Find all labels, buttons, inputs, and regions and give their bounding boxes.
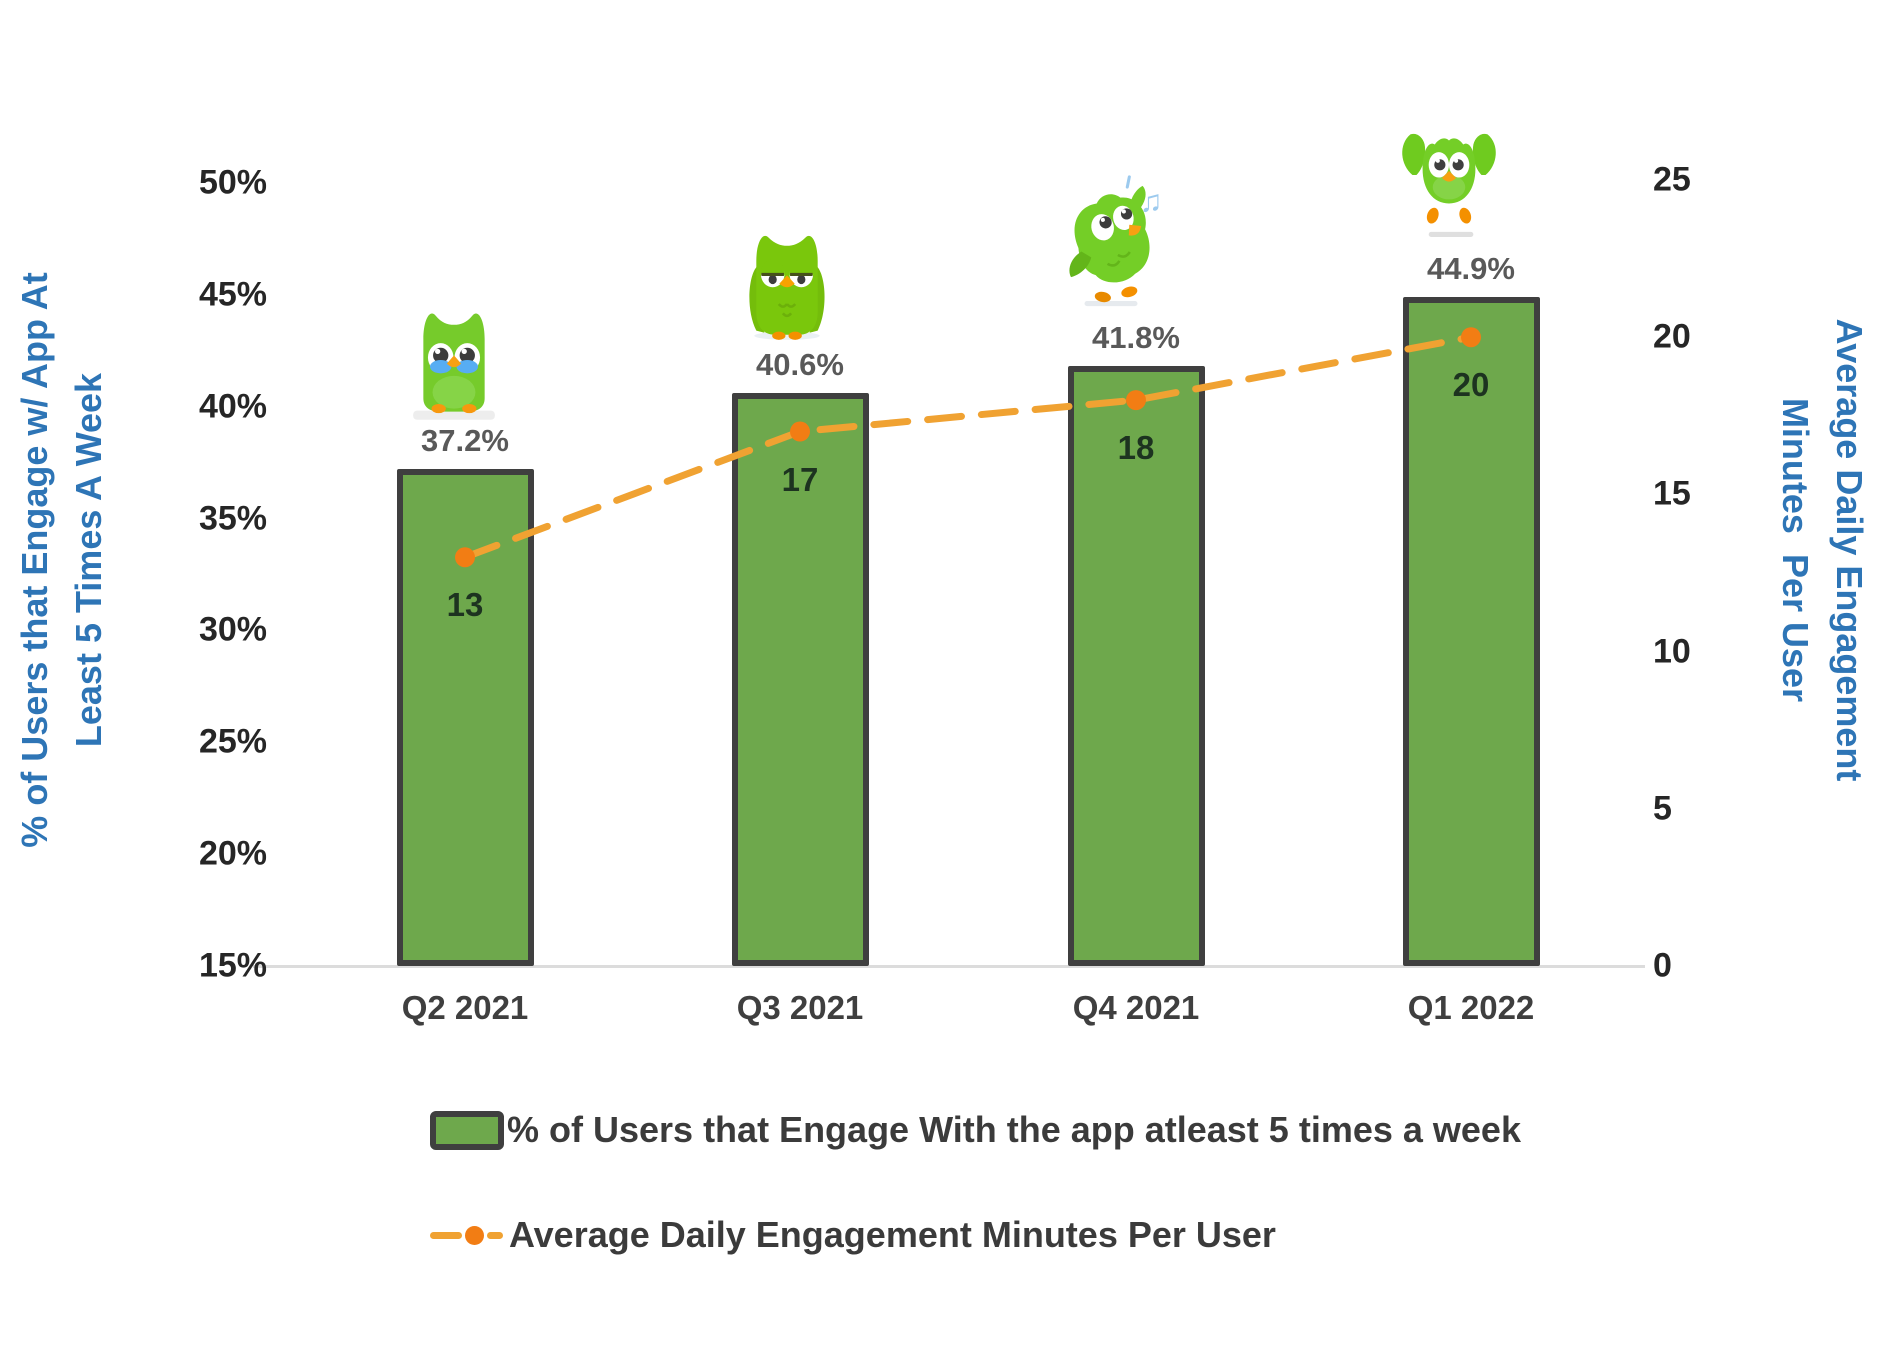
category-label: Q4 2021 bbox=[1072, 989, 1200, 1026]
bar-data-label: 41.8% bbox=[1092, 320, 1180, 356]
left-axis-tick: 15% bbox=[198, 946, 267, 985]
bar-data-label: 44.9% bbox=[1427, 251, 1515, 287]
left-axis-tick: 35% bbox=[198, 499, 267, 538]
category-label: Q3 2021 bbox=[736, 989, 864, 1026]
left-axis-tick: 25% bbox=[198, 722, 267, 761]
duo-owl-crying-icon bbox=[413, 313, 495, 420]
legend-line-marker-icon bbox=[430, 1225, 503, 1245]
left-axis-tick: 45% bbox=[198, 275, 267, 314]
line-data-label: 13 bbox=[446, 586, 484, 624]
duo-owl-bored-icon bbox=[749, 235, 825, 340]
left-axis-tick: 40% bbox=[198, 387, 267, 426]
duo-owl-flying-icon bbox=[1402, 133, 1496, 237]
legend-line-label: Average Daily Engagement Minutes Per Use… bbox=[509, 1214, 1276, 1255]
legend-bar-label: % of Users that Engage With the app atle… bbox=[507, 1109, 1521, 1150]
left-axis-tick: 30% bbox=[198, 610, 267, 649]
right-axis-tick: 25 bbox=[1653, 160, 1691, 199]
legend-bar-swatch bbox=[430, 1110, 504, 1150]
duo-owl-dancing-icon: ♫ bbox=[1069, 175, 1162, 307]
category-label: Q2 2021 bbox=[401, 989, 529, 1026]
line-series-path bbox=[461, 333, 1475, 561]
bar-data-label: 37.2% bbox=[421, 423, 509, 459]
right-axis-tick: 15 bbox=[1653, 474, 1691, 513]
right-axis-tick: 10 bbox=[1653, 632, 1691, 671]
left-axis-tick: 50% bbox=[198, 163, 267, 202]
category-label: Q1 2022 bbox=[1407, 989, 1535, 1026]
line-data-label: 18 bbox=[1117, 429, 1155, 467]
legend-item-line: Average Daily Engagement Minutes Per Use… bbox=[430, 1212, 1276, 1258]
bar-data-label: 40.6% bbox=[756, 347, 844, 383]
x-axis-line bbox=[253, 965, 1645, 968]
right-axis-title: Average Daily Engagement Minutes Per Use… bbox=[1775, 318, 1870, 782]
line-data-label: 17 bbox=[781, 460, 819, 498]
right-axis-tick: 0 bbox=[1653, 946, 1672, 985]
line-data-label: 20 bbox=[1452, 366, 1490, 404]
left-axis-tick: 20% bbox=[198, 834, 267, 873]
right-axis-tick: 20 bbox=[1653, 317, 1691, 356]
bar-q2-2021 bbox=[396, 469, 534, 966]
legend-item-bars: % of Users that Engage With the app atle… bbox=[430, 1107, 1521, 1153]
left-axis-title: % of Users that Engage w/ App At Least 5… bbox=[14, 272, 109, 848]
right-axis-tick: 5 bbox=[1653, 789, 1672, 828]
